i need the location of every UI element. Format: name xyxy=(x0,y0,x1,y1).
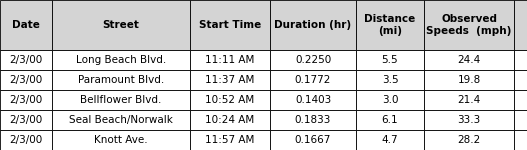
Bar xyxy=(356,0,424,50)
Bar xyxy=(356,90,424,110)
Bar xyxy=(356,50,424,70)
Text: 0.2250: 0.2250 xyxy=(295,55,331,65)
Bar xyxy=(270,70,356,90)
Text: 0.1403: 0.1403 xyxy=(295,95,331,105)
Text: 2/3/00: 2/3/00 xyxy=(9,95,43,105)
Bar xyxy=(52,130,190,150)
Bar xyxy=(514,130,527,150)
Text: 0.1833: 0.1833 xyxy=(295,115,331,125)
Text: 0.1772: 0.1772 xyxy=(295,75,331,85)
Bar xyxy=(0,70,52,90)
Text: 3.5: 3.5 xyxy=(382,75,398,85)
Bar xyxy=(270,110,356,130)
Bar xyxy=(190,130,270,150)
Bar xyxy=(0,50,52,70)
Bar xyxy=(356,110,424,130)
Bar xyxy=(52,70,190,90)
Bar xyxy=(190,70,270,90)
Text: 21.4: 21.4 xyxy=(457,95,481,105)
Text: Street: Street xyxy=(103,20,140,30)
Bar xyxy=(190,90,270,110)
Bar xyxy=(424,110,514,130)
Text: Bellflower Blvd.: Bellflower Blvd. xyxy=(80,95,162,105)
Text: 5.5: 5.5 xyxy=(382,55,398,65)
Bar xyxy=(270,0,356,50)
Bar xyxy=(424,0,514,50)
Bar xyxy=(514,110,527,130)
Text: Date: Date xyxy=(12,20,40,30)
Bar xyxy=(52,0,190,50)
Bar xyxy=(0,90,52,110)
Bar xyxy=(356,70,424,90)
Bar xyxy=(270,130,356,150)
Text: 6.1: 6.1 xyxy=(382,115,398,125)
Text: 2/3/00: 2/3/00 xyxy=(9,135,43,145)
Text: 0.1667: 0.1667 xyxy=(295,135,331,145)
Text: 11:57 AM: 11:57 AM xyxy=(206,135,255,145)
Bar xyxy=(190,50,270,70)
Text: 11:37 AM: 11:37 AM xyxy=(206,75,255,85)
Text: 28.2: 28.2 xyxy=(457,135,481,145)
Text: 4.7: 4.7 xyxy=(382,135,398,145)
Bar xyxy=(52,110,190,130)
Bar xyxy=(0,130,52,150)
Bar xyxy=(424,90,514,110)
Text: 2/3/00: 2/3/00 xyxy=(9,55,43,65)
Bar xyxy=(190,0,270,50)
Bar xyxy=(514,50,527,70)
Text: Distance
(mi): Distance (mi) xyxy=(364,14,416,36)
Text: Long Beach Blvd.: Long Beach Blvd. xyxy=(76,55,166,65)
Text: Knott Ave.: Knott Ave. xyxy=(94,135,148,145)
Bar xyxy=(356,130,424,150)
Text: 10:24 AM: 10:24 AM xyxy=(206,115,255,125)
Text: 10:52 AM: 10:52 AM xyxy=(206,95,255,105)
Text: 3.0: 3.0 xyxy=(382,95,398,105)
Bar xyxy=(424,70,514,90)
Bar xyxy=(424,130,514,150)
Text: Duration (hr): Duration (hr) xyxy=(275,20,352,30)
Bar xyxy=(0,0,52,50)
Text: Paramount Blvd.: Paramount Blvd. xyxy=(78,75,164,85)
Text: Seal Beach/Norwalk: Seal Beach/Norwalk xyxy=(69,115,173,125)
Text: 11:11 AM: 11:11 AM xyxy=(206,55,255,65)
Text: 2/3/00: 2/3/00 xyxy=(9,75,43,85)
Bar xyxy=(424,50,514,70)
Bar xyxy=(52,90,190,110)
Bar xyxy=(52,50,190,70)
Bar xyxy=(514,0,527,50)
Bar xyxy=(0,110,52,130)
Bar xyxy=(270,50,356,70)
Text: 24.4: 24.4 xyxy=(457,55,481,65)
Text: 2/3/00: 2/3/00 xyxy=(9,115,43,125)
Text: Start Time: Start Time xyxy=(199,20,261,30)
Bar xyxy=(514,90,527,110)
Bar xyxy=(190,110,270,130)
Bar xyxy=(270,90,356,110)
Text: 33.3: 33.3 xyxy=(457,115,481,125)
Bar xyxy=(514,70,527,90)
Text: 19.8: 19.8 xyxy=(457,75,481,85)
Text: Observed
Speeds  (mph): Observed Speeds (mph) xyxy=(426,14,512,36)
